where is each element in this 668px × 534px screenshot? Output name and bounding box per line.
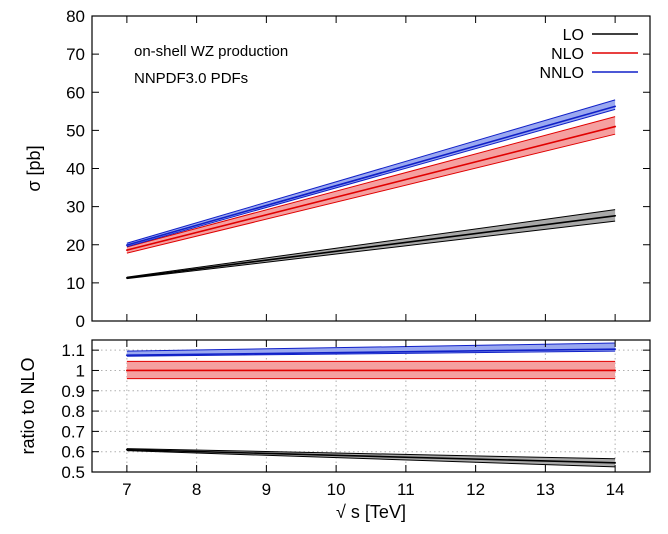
y-tick-label: 10	[66, 274, 85, 293]
x-tick-label: 10	[327, 480, 346, 499]
data-point-nnlo	[125, 354, 128, 357]
x-axis-label: √ s [TeV]	[336, 502, 406, 522]
band-edge-nnlo	[126, 108, 616, 248]
y-tick-label: 0.9	[61, 382, 85, 401]
y-tick-label: 1.1	[61, 341, 85, 360]
y-tick-label: 50	[66, 121, 85, 140]
series-line-nnlo	[126, 105, 616, 246]
y-tick-label: 60	[66, 83, 85, 102]
band-edge-lo	[126, 448, 616, 460]
y-axis-label: ratio to NLO	[18, 357, 38, 454]
x-tick-label: 7	[122, 480, 131, 499]
y-tick-label: 0.6	[61, 443, 85, 462]
y-tick-label: 80	[66, 7, 85, 26]
data-point-nlo	[614, 369, 617, 372]
y-tick-label: 0.5	[61, 463, 85, 482]
data-point-nlo	[125, 369, 128, 372]
band-edge-lo	[126, 220, 616, 280]
y-axis-label: σ [pb]	[24, 145, 44, 191]
data-point-nnlo	[614, 105, 617, 108]
data-point-lo	[125, 448, 128, 451]
ratio-panel: 0.50.6 0.70.80.9 11.1 7 8 9 10 11 12 13 14 ratio to…	[18, 339, 651, 522]
x-tick-label: 8	[192, 480, 201, 499]
y-tick-label: 70	[66, 45, 85, 64]
plot-frame	[91, 339, 651, 473]
data-point-lo	[125, 277, 128, 279]
data-point-lo	[614, 461, 617, 464]
legend-label-lo: LO	[563, 27, 584, 44]
x-tick-label: 12	[466, 480, 485, 499]
series-line-nlo	[126, 125, 616, 251]
y-tick-label: 0	[76, 312, 85, 331]
band-edge-nnlo	[126, 342, 616, 352]
legend-label-nnlo: NNLO	[540, 65, 584, 82]
data-point-nnlo	[125, 244, 128, 247]
y-tick-label: 0.8	[61, 402, 85, 421]
y-tick-label: 40	[66, 160, 85, 179]
data-point-lo	[614, 214, 617, 217]
legend: LO NLO NNLO	[540, 27, 638, 82]
data-point-nlo	[125, 249, 128, 251]
x-tick-label: 9	[262, 480, 271, 499]
x-tick-label: 13	[536, 480, 555, 499]
annotation-text: NNPDF3.0 PDFs	[134, 70, 248, 87]
x-tick-label: 14	[606, 480, 625, 499]
y-tick-label: 20	[66, 236, 85, 255]
y-tick-label: 1	[76, 361, 85, 380]
y-tick-label: 0.7	[61, 422, 85, 441]
series-line-nnlo	[126, 348, 616, 357]
series-line-lo	[126, 448, 616, 464]
y-tick-label: 30	[66, 198, 85, 217]
annotation-text: on-shell WZ production	[134, 43, 288, 60]
band-edge-lo	[126, 450, 616, 468]
band-nlo	[126, 116, 616, 254]
band-edge-nlo	[126, 116, 616, 248]
data-point-nnlo	[614, 348, 617, 351]
band-edge-lo	[126, 209, 616, 278]
legend-label-nlo: NLO	[551, 46, 584, 63]
x-tick-label: 11	[397, 480, 415, 499]
series-line-lo	[126, 214, 616, 279]
band-edge-nnlo	[126, 99, 616, 244]
data-point-nlo	[614, 125, 617, 128]
band-edge-nnlo	[126, 350, 616, 357]
cross-section-panel: 0 10 20 30 40 50 60 70 80 σ [pb] on-shell WZ produ…	[24, 7, 651, 331]
band-edge-nlo	[126, 133, 616, 254]
